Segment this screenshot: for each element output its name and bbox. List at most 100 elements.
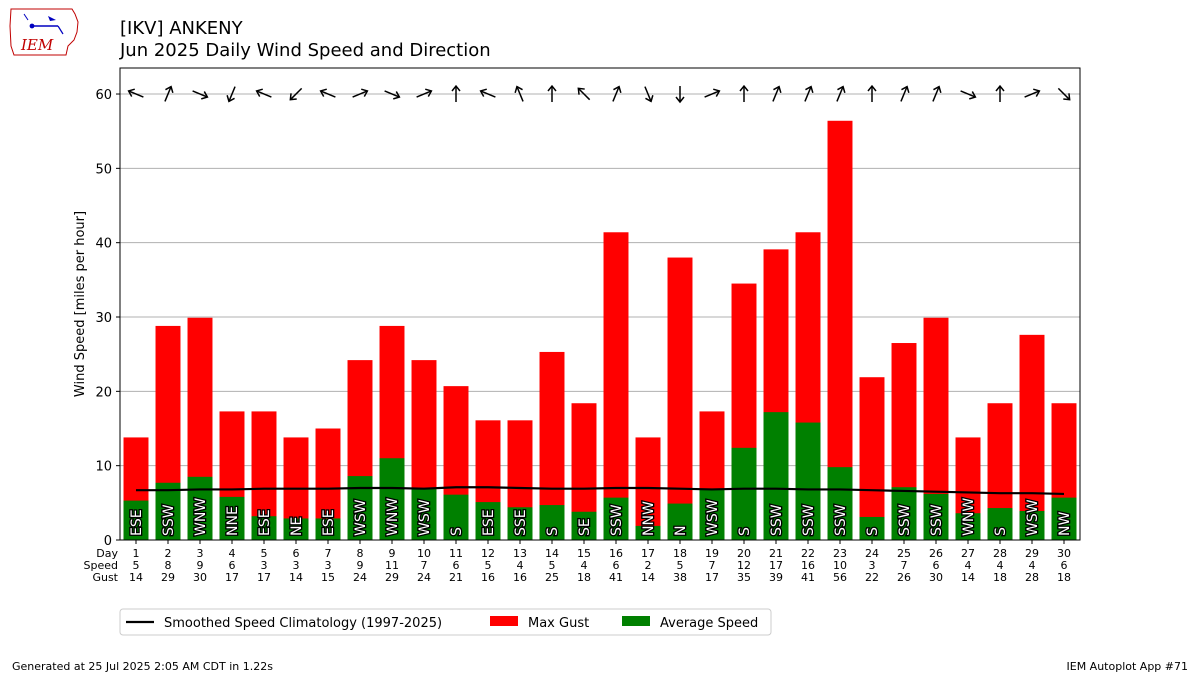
arrow-shaft xyxy=(192,90,208,98)
legend-swatch-gust xyxy=(490,616,518,626)
speed-bar xyxy=(635,525,661,540)
gust-value-label: 24 xyxy=(353,571,367,584)
day-label: 11 xyxy=(449,547,463,560)
speed-value-label: 9 xyxy=(197,559,204,572)
direction-label: NW xyxy=(1057,512,1073,536)
arrow-head xyxy=(255,88,263,97)
direction-arrow xyxy=(644,86,654,103)
direction-label: ESE xyxy=(257,509,273,536)
gust-bar xyxy=(603,232,629,540)
gust-value-label: 39 xyxy=(769,571,783,584)
arrow-head xyxy=(675,96,685,104)
gust-value-label: 15 xyxy=(321,571,335,584)
day-label: 7 xyxy=(325,547,332,560)
arrow-head xyxy=(805,85,814,93)
arrow-shaft xyxy=(516,86,524,102)
arrow-shaft xyxy=(900,86,908,102)
day-label: 15 xyxy=(577,547,591,560)
plot-frame xyxy=(119,67,1081,541)
direction-arrow xyxy=(226,86,236,103)
arrow-head xyxy=(201,91,209,100)
speed-bar xyxy=(283,518,309,540)
chart-title-station: [IKV] ANKENY xyxy=(120,18,243,39)
direction-arrow xyxy=(451,84,461,103)
speed-value-label: 6 xyxy=(613,559,620,572)
gust-bar xyxy=(1019,334,1045,540)
speed-value-label: 6 xyxy=(229,559,236,572)
gust-value-label: 18 xyxy=(993,571,1007,584)
chart-title-period: Jun 2025 Daily Wind Speed and Direction xyxy=(120,40,491,61)
arrow-head xyxy=(547,84,557,92)
direction-label: WSW xyxy=(353,499,369,536)
speed-bar xyxy=(251,516,277,540)
arrow-shaft xyxy=(128,90,144,98)
arrow-shaft xyxy=(416,90,432,98)
gust-value-label: 16 xyxy=(481,571,495,584)
direction-arrow xyxy=(192,90,209,100)
y-tick-label: 0 xyxy=(104,534,112,549)
y-tick-label: 60 xyxy=(95,88,112,103)
generated-note: Generated at 25 Jul 2025 2:05 AM CDT in … xyxy=(12,660,273,673)
direction-arrow xyxy=(836,85,846,102)
day-label: 2 xyxy=(165,547,172,560)
arrow-head xyxy=(613,85,622,93)
speed-bar xyxy=(187,476,213,540)
arrow-head xyxy=(867,84,877,92)
arrow-head xyxy=(361,88,369,97)
direction-arrow xyxy=(577,87,591,101)
direction-arrow xyxy=(867,84,877,103)
arrow-shaft xyxy=(228,86,236,102)
direction-label: NNE xyxy=(225,506,241,536)
y-tick-label: 10 xyxy=(95,460,112,475)
direction-arrow xyxy=(319,88,336,98)
speed-bar xyxy=(411,488,437,540)
direction-label: WSW xyxy=(705,499,721,536)
gust-value-label: 35 xyxy=(737,571,751,584)
day-label: 27 xyxy=(961,547,975,560)
speed-value-label: 12 xyxy=(737,559,751,572)
direction-label: WNW xyxy=(385,498,401,536)
speed-value-label: 6 xyxy=(933,559,940,572)
iowa-outline-shape xyxy=(9,8,79,56)
gust-value-label: 14 xyxy=(961,571,975,584)
arrow-shaft xyxy=(612,86,620,102)
arrow-head xyxy=(1063,93,1071,101)
table-row-label: Speed xyxy=(84,559,118,572)
direction-label: SSW xyxy=(801,504,817,536)
iem-logo: IEM xyxy=(9,8,79,56)
speed-value-label: 5 xyxy=(485,559,492,572)
day-label: 22 xyxy=(801,547,815,560)
gust-value-label: 30 xyxy=(193,571,207,584)
arrow-shaft xyxy=(772,86,780,102)
direction-arrow xyxy=(900,85,910,102)
direction-label: S xyxy=(993,527,1009,536)
speed-bar xyxy=(667,503,693,540)
direction-arrow xyxy=(352,88,369,98)
direction-label: S xyxy=(545,527,561,536)
speed-bar xyxy=(795,422,821,540)
speed-value-label: 4 xyxy=(517,559,524,572)
arrow-shaft xyxy=(836,86,844,102)
speed-value-label: 7 xyxy=(709,559,716,572)
arrow-shaft xyxy=(1057,87,1071,101)
speed-value-label: 6 xyxy=(1061,559,1068,572)
arrow-head xyxy=(451,84,461,92)
speed-value-label: 4 xyxy=(997,559,1004,572)
speed-bar xyxy=(507,507,533,540)
arrow-head xyxy=(837,85,846,93)
direction-label: SE xyxy=(577,518,593,536)
direction-arrow xyxy=(612,85,622,102)
speed-value-label: 3 xyxy=(293,559,300,572)
y-tick-label: 20 xyxy=(95,385,112,400)
arrow-head xyxy=(739,84,749,92)
speed-value-label: 7 xyxy=(901,559,908,572)
y-tick-label: 30 xyxy=(95,311,112,326)
speed-bar xyxy=(443,494,469,540)
gust-value-label: 14 xyxy=(641,571,655,584)
climatology-line xyxy=(136,486,1065,496)
legend-box xyxy=(119,608,772,636)
gust-value-label: 28 xyxy=(1025,571,1039,584)
direction-arrow xyxy=(1057,87,1071,101)
arrow-shaft xyxy=(164,86,172,102)
arrow-shaft xyxy=(384,90,400,98)
